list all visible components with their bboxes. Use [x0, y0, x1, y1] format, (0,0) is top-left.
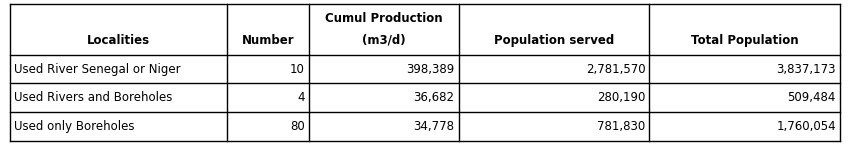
Text: 1,760,054: 1,760,054 [776, 120, 836, 133]
Text: 34,778: 34,778 [413, 120, 455, 133]
Text: 10: 10 [290, 63, 305, 76]
Text: 781,830: 781,830 [597, 120, 645, 133]
Text: Number: Number [241, 34, 294, 47]
Text: Cumul Production: Cumul Production [325, 12, 443, 25]
Text: 36,682: 36,682 [413, 91, 455, 104]
Text: 280,190: 280,190 [597, 91, 645, 104]
Text: 3,837,173: 3,837,173 [777, 63, 836, 76]
Text: Localities: Localities [87, 34, 150, 47]
Text: Used only Boreholes: Used only Boreholes [14, 120, 134, 133]
Text: Used River Senegal or Niger: Used River Senegal or Niger [14, 63, 180, 76]
Text: 80: 80 [290, 120, 305, 133]
Text: (m3/d): (m3/d) [362, 34, 405, 47]
Text: Total Population: Total Population [691, 34, 798, 47]
Text: 2,781,570: 2,781,570 [586, 63, 645, 76]
Text: 398,389: 398,389 [406, 63, 455, 76]
Text: Population served: Population served [494, 34, 614, 47]
Text: Used Rivers and Boreholes: Used Rivers and Boreholes [14, 91, 173, 104]
Text: 509,484: 509,484 [788, 91, 836, 104]
Text: 4: 4 [298, 91, 305, 104]
